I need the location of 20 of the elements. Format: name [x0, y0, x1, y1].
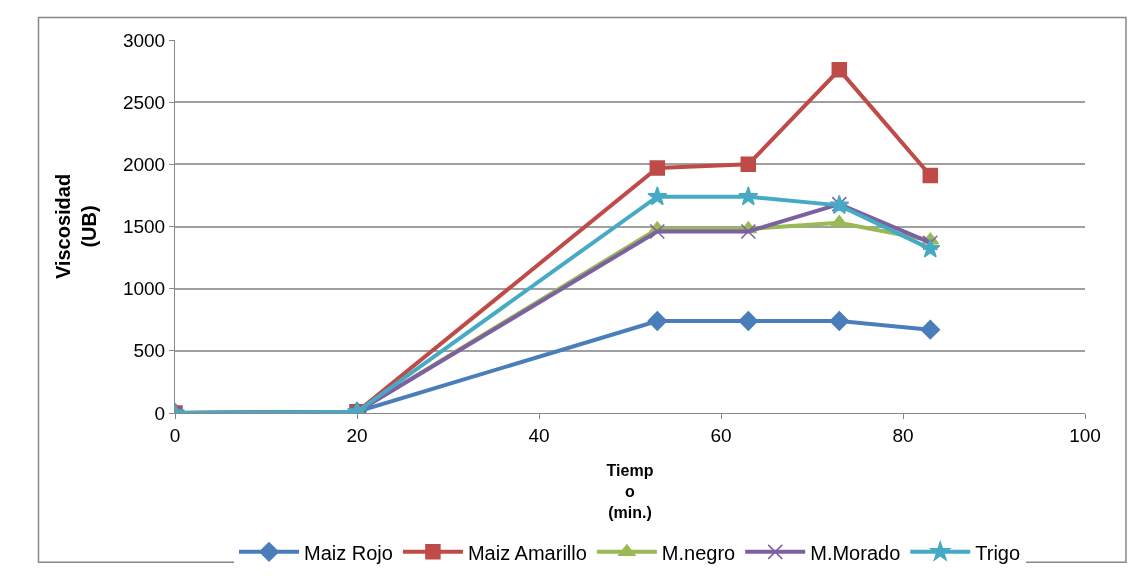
x-tick-label: 40 [528, 424, 550, 446]
y-tick-label: 2500 [122, 91, 166, 113]
legend-label: M.negro [661, 541, 736, 564]
y-tick-label: 3000 [122, 29, 166, 51]
legend-label: Maiz Amarillo [467, 541, 587, 564]
y-tick-label: 1000 [122, 278, 166, 300]
x-axis-title: Tiemp o (min.) [606, 462, 654, 522]
x-tick-label: 60 [710, 424, 732, 446]
y-tick-label: 1500 [122, 216, 166, 238]
x-tick-label: 100 [1069, 424, 1101, 446]
x-tick-label: 20 [346, 424, 368, 446]
x-tick-label: 80 [892, 424, 914, 446]
y-tick-label: 0 [154, 402, 166, 424]
x-tick-label: 0 [169, 424, 181, 446]
y-tick-label: 2000 [122, 153, 166, 175]
legend-label: Trigo [975, 541, 1021, 564]
legend-label: M.Morado [810, 541, 901, 564]
y-axis-title: Viscosidad (UB) [52, 173, 101, 280]
legend-label: Maiz Rojo [304, 541, 393, 564]
y-tick-label: 500 [133, 340, 166, 362]
